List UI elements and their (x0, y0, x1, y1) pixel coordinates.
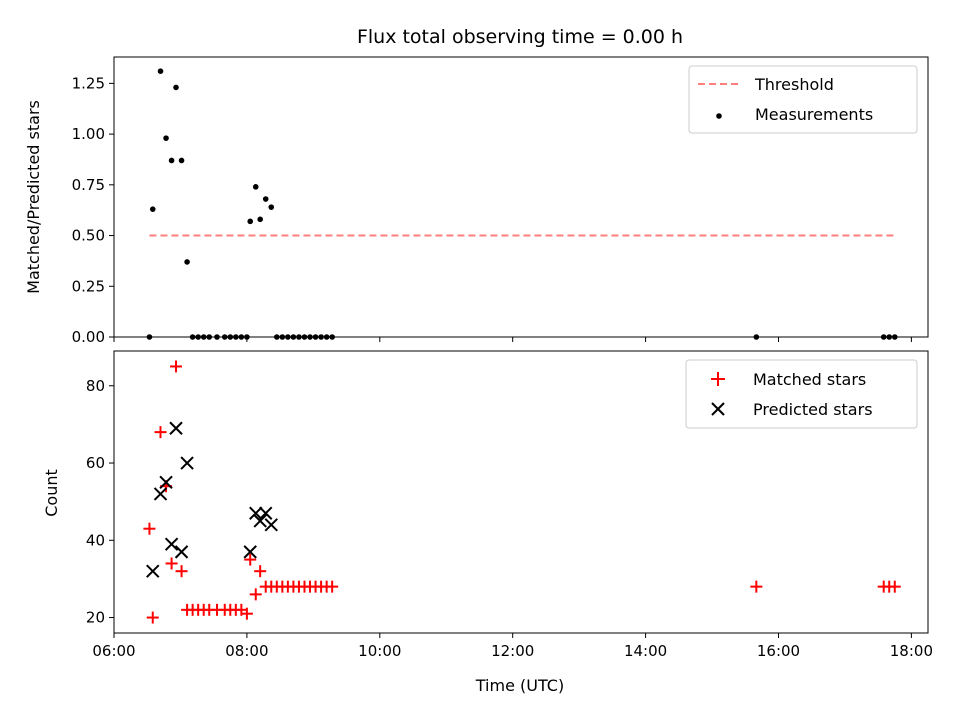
chart-title: Flux total observing time = 0.00 h (357, 26, 683, 48)
x-tick-label: 06:00 (92, 642, 135, 660)
matched-star-point (165, 557, 178, 570)
matched-star-point (254, 565, 267, 578)
top-y-tick-label: 1.25 (72, 74, 105, 92)
legend-measurements-swatch (716, 113, 722, 119)
x-tick-label: 10:00 (358, 642, 401, 660)
top-y-axis-label: Matched/Predicted stars (24, 100, 43, 294)
top-legend-frame (688, 65, 918, 134)
legend-matched-label: Matched stars (753, 370, 866, 389)
x-tick-label: 12:00 (491, 642, 534, 660)
measurement-point (149, 206, 156, 212)
predicted-star-point (243, 545, 257, 559)
measurement-point (262, 196, 269, 202)
bottom-y-tick-label: 80 (86, 377, 105, 395)
measurement-point (257, 216, 263, 223)
x-axis-label: Time (UTC) (475, 676, 564, 695)
top-panel: 0.00 0.25 0.50 0.75 1.00 1.25 (72, 68, 912, 346)
legend-predicted-label: Predicted stars (753, 400, 873, 419)
legend-measurements-label: Measurements (755, 105, 873, 124)
bottom-legend: Matched stars Predicted stars (685, 359, 918, 429)
legend-predicted-swatch (711, 402, 725, 416)
predicted-star-point (146, 564, 160, 578)
measurement-point (184, 259, 190, 265)
x-tick-label: 16:00 (757, 642, 800, 660)
matched-star-point (175, 565, 188, 578)
bottom-y-tick-label: 60 (86, 454, 105, 472)
top-y-tick-label: 0.25 (72, 277, 105, 295)
matched-star-point (143, 522, 156, 535)
matched-star-point (249, 588, 262, 601)
measurement-point (168, 157, 175, 164)
bottom-y-tick-label: 40 (86, 531, 105, 549)
legend-threshold-label: Threshold (754, 75, 834, 94)
predicted-star-point (169, 421, 183, 435)
predicted-star-point (180, 456, 194, 470)
predicted-star-point (249, 506, 263, 520)
x-tick-label: 08:00 (225, 642, 268, 660)
measurement-point (252, 184, 259, 190)
bottom-panel: 06:00 08:00 10:00 12:00 14:00 16:00 18:00 20 40 6… (86, 360, 933, 660)
predicted-star-point (259, 506, 273, 520)
predicted-star-point (164, 537, 179, 551)
top-y-tick-label: 0.50 (72, 227, 105, 245)
measurement-point (173, 84, 179, 91)
matched-star-point (240, 607, 253, 620)
predicted-star-point (253, 514, 267, 528)
top-y-tick-label: 0.00 (72, 328, 105, 346)
predicted-star-point (264, 518, 278, 532)
bottom-plot-frame (113, 350, 929, 634)
matched-star-point (244, 553, 257, 566)
bottom-y-axis-label: Count (42, 469, 61, 517)
predicted-star-point (153, 487, 168, 501)
matched-star-point (750, 580, 763, 593)
measurement-point (157, 68, 164, 75)
top-legend: Threshold Measurements (688, 65, 918, 134)
measurement-point (163, 135, 169, 141)
bottom-y-tick-label: 20 (86, 609, 105, 627)
top-y-tick-label: 1.00 (72, 125, 105, 143)
matched-star-point (146, 611, 159, 624)
measurement-point (247, 218, 254, 225)
measurement-point (178, 157, 185, 164)
predicted-star-point (159, 475, 173, 490)
measurement-point (268, 204, 275, 210)
x-tick-label: 18:00 (890, 642, 933, 660)
matched-star-point (170, 360, 183, 373)
x-tick-label: 14:00 (624, 642, 667, 660)
predicted-star-point (174, 545, 189, 559)
top-plot-frame (113, 56, 929, 338)
matched-star-point (326, 580, 339, 593)
matched-star-point (154, 426, 167, 439)
legend-matched-swatch (711, 372, 725, 386)
matched-star-point (888, 580, 901, 593)
bottom-legend-frame (685, 359, 918, 429)
top-y-tick-label: 0.75 (72, 176, 105, 194)
